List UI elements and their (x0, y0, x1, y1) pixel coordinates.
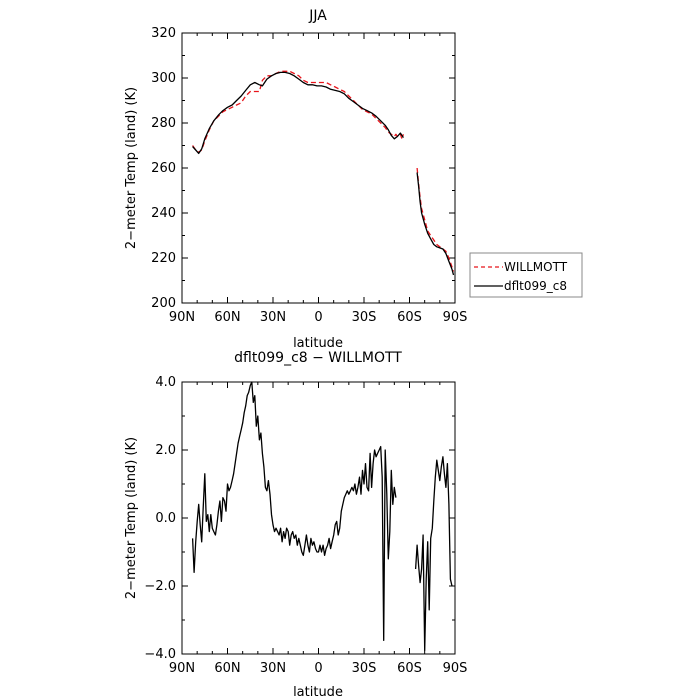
y-tick-label: 220 (151, 251, 176, 266)
bottom-y-axis-title: 2−meter Temp (land) (K) (124, 437, 139, 599)
series-line-dflt099-c8 (416, 172, 455, 276)
difference-panel: dflt099_c8 − WILLMOTT 90N 60N 30N 0 30S 60S 90… (124, 350, 467, 700)
x-tick-label: 90S (443, 661, 468, 676)
x-tick-label: 30N (260, 310, 286, 325)
x-tick-label: 90S (443, 310, 468, 325)
y-tick-label: 200 (151, 296, 176, 311)
x-tick-label: 90N (169, 310, 195, 325)
plot-frame (181, 381, 456, 655)
series-line-difference (414, 456, 453, 652)
plot-frame (181, 32, 456, 304)
series-line-difference (191, 381, 397, 642)
top-y-axis-title: 2−meter Temp (land) (K) (124, 87, 139, 249)
x-tick-label: 30N (260, 661, 286, 676)
y-tick-label: 300 (151, 71, 176, 86)
bottom-x-axis-title: latitude (293, 685, 343, 700)
x-tick-label: 0 (314, 310, 322, 325)
x-tick-label: 60N (214, 310, 240, 325)
bottom-panel-title: dflt099_c8 − WILLMOTT (234, 350, 402, 366)
y-tick-label: 260 (151, 161, 176, 176)
x-tick-label: 60S (397, 661, 422, 676)
legend-label-willmott: WILLMOTT (504, 260, 568, 274)
top-x-axis-title: latitude (293, 336, 343, 351)
difference-plot-area: 90N 60N 30N 0 30S 60S 90S −4.0 −2.0 0.0 2.0 4.0 (144, 375, 467, 676)
legend-box (469, 252, 583, 298)
y-tick-label: 4.0 (155, 375, 176, 390)
y-tick-label: −2.0 (144, 579, 176, 594)
series-line-willmott (192, 70, 405, 153)
temperature-plot-area: 90N 60N 30N 0 30S 60S 90S 200 220 240 260 280 300 320 (151, 26, 467, 325)
temperature-panel: JJA 90N 60N 30N 0 30S 60S 90S 200 220 240 260 280 30… (124, 8, 583, 351)
x-tick-label: 90N (169, 661, 195, 676)
legend: WILLMOTT dflt099_c8 (469, 252, 583, 298)
y-tick-label: 240 (151, 206, 176, 221)
y-tick-label: −4.0 (144, 647, 176, 662)
top-panel-title: JJA (308, 8, 327, 24)
x-tick-label: 60N (214, 661, 240, 676)
series-line-willmott (416, 167, 455, 272)
y-tick-label: 280 (151, 116, 176, 131)
x-tick-label: 60S (397, 310, 422, 325)
y-tick-label: 2.0 (155, 443, 176, 458)
x-tick-label: 0 (314, 661, 322, 676)
series-line-dflt099-c8 (192, 71, 404, 155)
legend-label-dflt099-c8: dflt099_c8 (504, 279, 567, 293)
x-tick-label: 30S (352, 310, 377, 325)
y-tick-label: 320 (151, 26, 176, 41)
y-tick-label: 0.0 (155, 511, 176, 526)
x-tick-label: 30S (352, 661, 377, 676)
